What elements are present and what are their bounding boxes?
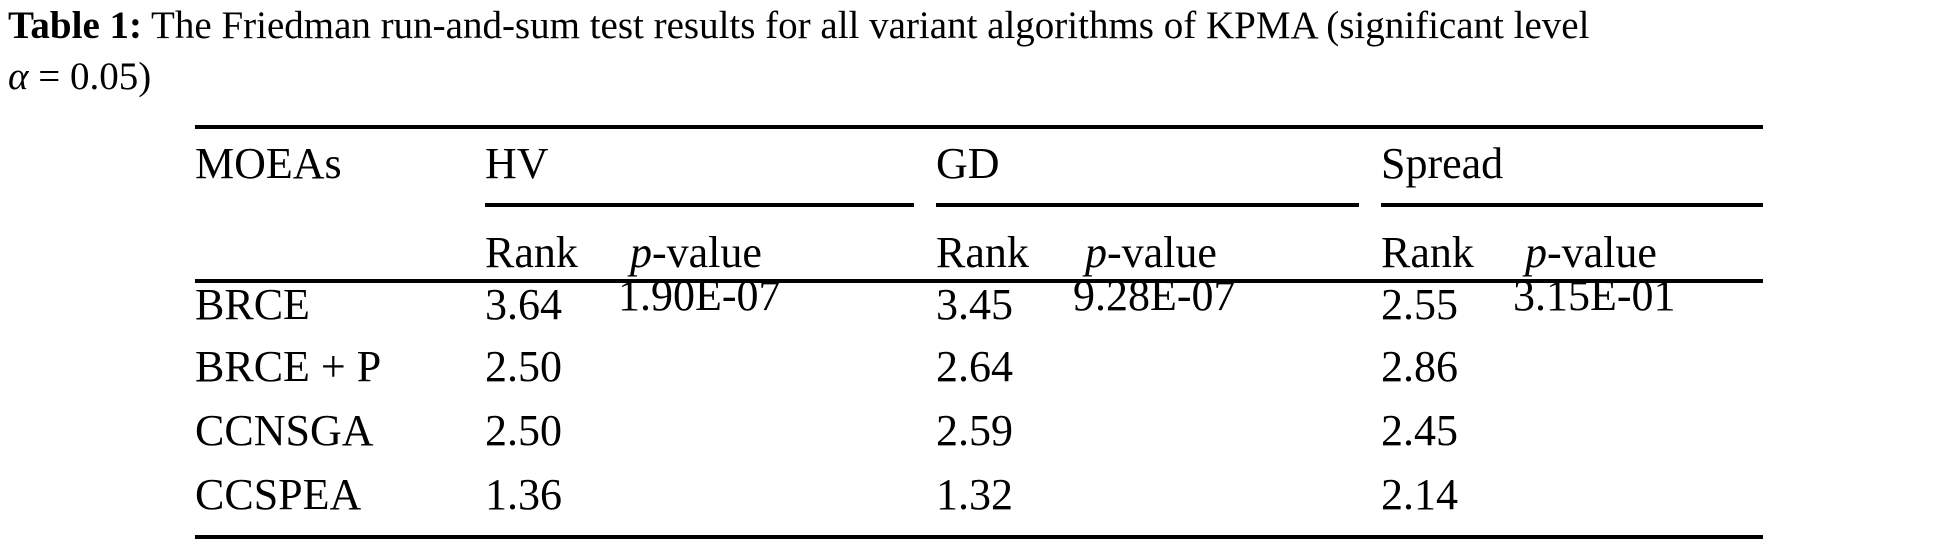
table-row-brce: BRCE 3.64 1.90E-07 3.45 9.28E-07 2.55 3.… xyxy=(195,274,1763,345)
cell-gd-pvalue xyxy=(1073,336,1369,400)
caption-alpha-rest: = 0.05) xyxy=(28,55,152,98)
cell-moea: CCSPEA xyxy=(195,473,485,539)
cell-gd-rank: 2.59 xyxy=(936,406,1013,455)
table-row-ccspea: CCSPEA 1.36 1.32 2.14 xyxy=(195,464,1763,539)
cell-spread-rank: 2.14 xyxy=(1381,473,1525,539)
caption-text: The Friedman run-and-sum test results fo… xyxy=(142,4,1590,47)
cell-hv-rank: 2.50 xyxy=(485,406,562,455)
pvalue-rest: -value xyxy=(1107,228,1217,277)
pvalue-rest: -value xyxy=(1547,228,1657,277)
caption-line-1: Table 1: The Friedman run-and-sum test r… xyxy=(8,0,1589,51)
cell-gd-rank: 2.64 xyxy=(936,342,1013,391)
cell-hv-pvalue xyxy=(618,336,924,400)
cell-hv-pvalue xyxy=(618,464,924,530)
cell-hv-rank: 3.64 xyxy=(485,280,562,329)
sub-header-row: Rank p-value Rank p-value Rank p-value xyxy=(195,207,1763,283)
cell-spread-rank: 2.86 xyxy=(1381,342,1458,391)
cell-moea: CCNSGA xyxy=(195,406,374,455)
cell-moea: BRCE + P xyxy=(195,342,382,391)
cell-moea: BRCE xyxy=(195,280,310,329)
cell-gd-pvalue xyxy=(1073,464,1369,530)
cell-spread-pvalue xyxy=(1513,400,1751,464)
cell-spread-rank: 2.45 xyxy=(1381,406,1458,455)
cell-spread-pvalue: 3.15E-01 xyxy=(1513,271,1676,320)
cell-spread-pvalue xyxy=(1513,464,1751,530)
results-table: MOEAs HV GD Spread Rank p-value Rank p-v… xyxy=(195,125,1763,539)
cell-gd-rank: 1.32 xyxy=(936,473,1085,539)
cell-spread-pvalue xyxy=(1513,336,1751,400)
cell-spread-rank: 2.55 xyxy=(1381,280,1458,329)
cell-gd-pvalue xyxy=(1073,400,1369,464)
pvalue-p: p xyxy=(1525,228,1547,277)
col-header-spread-rank: Rank xyxy=(1381,207,1525,283)
col-header-hv-pvalue: p-value xyxy=(630,207,936,283)
cell-hv-pvalue xyxy=(618,400,924,464)
col-header-gd-rank: Rank xyxy=(936,207,1085,283)
group-header-row: MOEAs HV GD Spread xyxy=(195,127,1763,283)
col-group-spread: Spread xyxy=(1381,127,1763,207)
col-group-hv: HV xyxy=(485,127,936,207)
results-table-wrap: MOEAs HV GD Spread Rank p-value Rank p-v… xyxy=(195,125,1763,539)
cell-gd-pvalue: 9.28E-07 xyxy=(1073,271,1236,320)
pvalue-p: p xyxy=(1085,228,1107,277)
table-row-brce-p: BRCE + P 2.50 2.64 2.86 xyxy=(195,345,1763,409)
pvalue-rest: -value xyxy=(652,228,762,277)
alpha-symbol: α xyxy=(8,55,29,98)
pvalue-p: p xyxy=(630,228,652,277)
table-caption: Table 1: The Friedman run-and-sum test r… xyxy=(8,0,1589,102)
caption-line-2: α = 0.05) xyxy=(8,51,1589,102)
cell-gd-rank: 3.45 xyxy=(936,280,1013,329)
col-header-moeas: MOEAs xyxy=(195,127,485,283)
col-group-gd: GD xyxy=(936,127,1381,207)
cell-hv-rank: 1.36 xyxy=(485,473,630,539)
cell-hv-rank: 2.50 xyxy=(485,342,562,391)
col-header-gd-pvalue: p-value xyxy=(1085,207,1381,283)
table-row-ccnsga: CCNSGA 2.50 2.59 2.45 xyxy=(195,409,1763,473)
caption-label: Table 1: xyxy=(8,4,143,47)
col-header-spread-pvalue: p-value xyxy=(1525,207,1763,283)
cell-hv-pvalue: 1.90E-07 xyxy=(618,271,781,320)
col-header-hv-rank: Rank xyxy=(485,207,630,283)
